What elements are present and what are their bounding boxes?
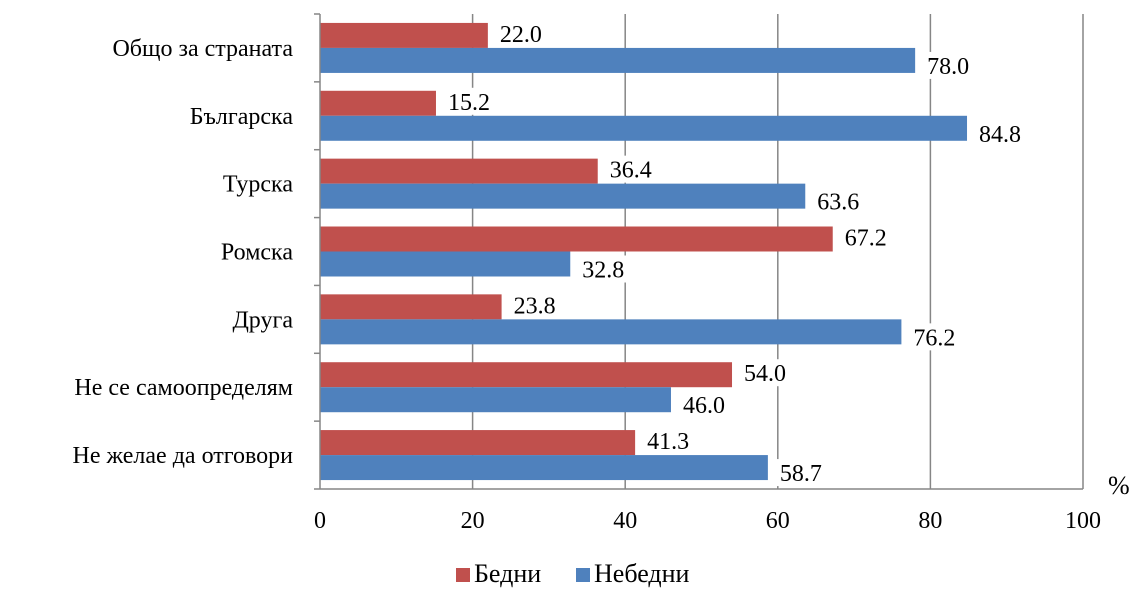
legend-label-nonpoor: Небедни [594,559,690,588]
axes [314,13,1083,490]
bar-nonpoor [320,455,768,481]
bar-poor [320,294,502,320]
bar-poor [320,430,636,456]
category-label: Не се самоопределям [74,375,293,401]
category-label: Българска [190,104,294,130]
data-label: 36.4 [610,158,652,184]
data-label: 76.2 [913,325,955,351]
data-label-bg [771,459,842,487]
x-unit-label: % [1108,471,1130,500]
legend-label-poor: Бедни [474,559,541,588]
bar-nonpoor [320,387,671,413]
data-label-bg [574,255,645,283]
bar-poor [320,226,833,252]
data-label-bg [674,391,745,419]
tick-labels: 0 20 40 60 80 100 [314,508,1101,534]
data-label-bg [919,51,990,79]
x-tick-label: 80 [918,508,942,534]
data-label: 46.0 [683,393,725,419]
x-tick-label: 60 [766,508,790,534]
legend-swatch-poor [456,568,470,582]
data-label-bg [601,155,672,183]
data-label-bg [439,87,510,115]
bar-nonpoor [320,183,806,209]
category-label: Общо за страната [112,36,293,62]
data-label: 67.2 [845,226,887,252]
bar-poor [320,362,733,388]
data-label: 23.8 [514,293,556,319]
data-label: 84.8 [979,122,1021,148]
category-label: Турска [223,172,293,198]
data-label: 63.6 [817,190,859,216]
bar-nonpoor [320,115,968,141]
data-label-bg [836,223,907,251]
bar-nonpoor [320,319,902,345]
data-label-bg [905,323,976,351]
bar-poor [320,22,488,48]
data-label: 58.7 [780,461,822,487]
x-tick-label: 20 [461,508,485,534]
data-label-bg [809,187,880,215]
bars [320,22,968,481]
bar-nonpoor [320,47,916,73]
data-labels: 22.0 78.0 15.2 84.8 36.4 63.6 67.2 32.8 23.8 76.2… [439,19,1042,487]
legend-swatch-nonpoor [576,568,590,582]
data-label-bg [639,427,710,455]
data-label-bg [971,119,1042,147]
bar-poor [320,158,598,184]
category-label: Не желае да отговори [73,443,294,469]
category-labels: Общо за страната Българска Турска Ромска Дру… [73,36,294,469]
data-label: 78.0 [927,54,969,80]
data-label-bg [505,291,576,319]
data-label: 22.0 [500,22,542,48]
category-label: Друга [232,307,293,333]
data-label-bg [491,19,562,47]
data-label: 54.0 [744,361,786,387]
data-label: 41.3 [647,429,689,455]
category-label: Ромска [221,240,293,266]
data-label: 32.8 [582,258,624,284]
bar-nonpoor [320,251,571,277]
x-tick-label: 40 [613,508,637,534]
x-tick-label: 0 [314,508,326,534]
x-tick-label: 100 [1065,508,1101,534]
legend: Бедни Небедни [456,559,690,588]
data-label: 15.2 [448,90,490,116]
bar-poor [320,90,436,116]
data-label-bg [736,359,807,387]
